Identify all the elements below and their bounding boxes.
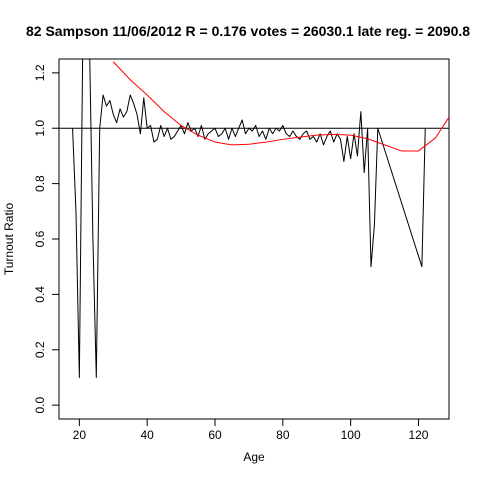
chart-title: 82 Sampson 11/06/2012 R = 0.176 votes = … — [26, 23, 470, 39]
y-tick-label: 0.8 — [33, 175, 47, 192]
series-line-1 — [72, 59, 426, 378]
plot-area-border — [58, 58, 450, 420]
x-tick-label: 60 — [208, 428, 222, 442]
y-axis: 0.0 0.2 0.4 0.6 0.8 1.0 1.2 — [33, 64, 59, 413]
x-tick-label: 40 — [140, 428, 154, 442]
x-axis-label: Age — [243, 450, 265, 464]
y-axis-label: Turnout Ratio — [2, 203, 16, 276]
series-line-2 — [112, 61, 449, 152]
x-tick-label: 120 — [408, 428, 428, 442]
y-tick-label: 1.2 — [33, 64, 47, 81]
x-axis: 20 40 60 80 100 120 — [73, 419, 429, 442]
x-tick-label: 80 — [276, 428, 290, 442]
x-tick-label: 100 — [341, 428, 361, 442]
y-tick-label: 1.0 — [33, 120, 47, 137]
y-tick-label: 0.6 — [33, 230, 47, 247]
y-tick-label: 0.0 — [33, 396, 47, 413]
series-group — [72, 59, 449, 378]
y-tick-label: 0.2 — [33, 341, 47, 358]
x-tick-label: 20 — [73, 428, 87, 442]
y-tick-label: 0.4 — [33, 286, 47, 303]
